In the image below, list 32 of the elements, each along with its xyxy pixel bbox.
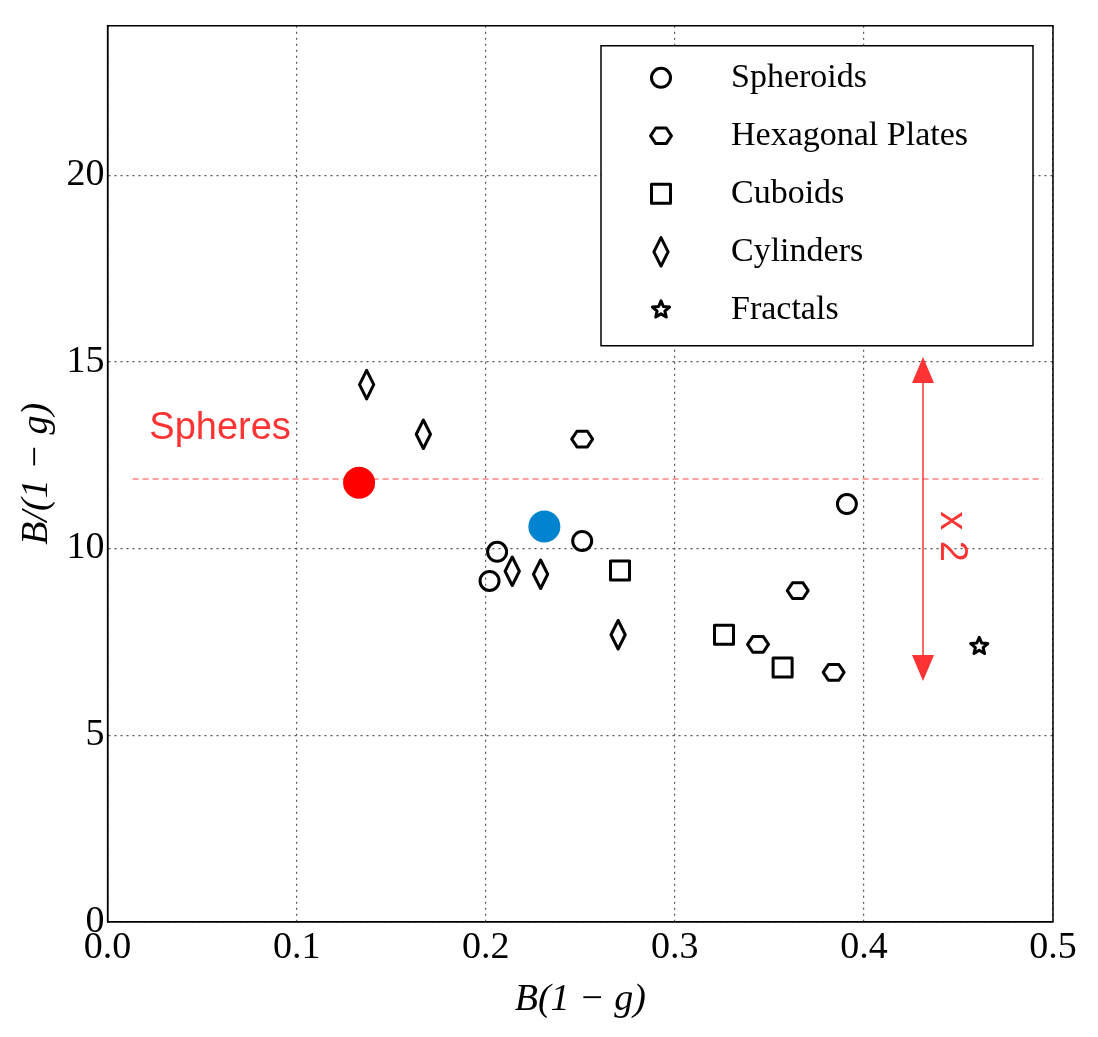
y-tick-label: 20: [66, 151, 105, 194]
annotation: Spheres: [149, 405, 291, 448]
legend-label: Cuboids: [731, 172, 845, 210]
point: [478, 569, 501, 592]
point: [746, 635, 770, 654]
y-tick-label: 5: [85, 711, 105, 754]
point: [969, 635, 990, 656]
x-tick-label: 0.5: [1029, 923, 1077, 966]
legend-label: Hexagonal Plates: [731, 114, 968, 152]
legend-label: Cylinders: [731, 230, 864, 268]
x-tick-label: 0.1: [272, 923, 321, 966]
point: [835, 493, 858, 516]
point: [821, 663, 846, 682]
y-axis-title: B/(1 − g): [12, 402, 56, 545]
point: [570, 429, 595, 449]
point: [771, 656, 794, 679]
x-tick-label: 0.2: [462, 923, 510, 966]
legend-label: Fractals: [731, 288, 839, 326]
point: [609, 559, 632, 582]
point: [343, 466, 376, 499]
legend-label: Spheroids: [731, 56, 867, 94]
point: [528, 510, 561, 543]
x-tick-label: 0.4: [840, 923, 888, 966]
y-tick-label: 10: [66, 524, 105, 567]
y-tick-label: 15: [66, 337, 105, 380]
point: [486, 540, 509, 563]
point: [571, 530, 594, 552]
annotation: x 2: [932, 511, 975, 562]
x-tick-label: 0.3: [651, 923, 699, 966]
x-axis-title: B(1 − g): [514, 976, 646, 1020]
point: [785, 581, 810, 600]
point: [713, 623, 735, 646]
